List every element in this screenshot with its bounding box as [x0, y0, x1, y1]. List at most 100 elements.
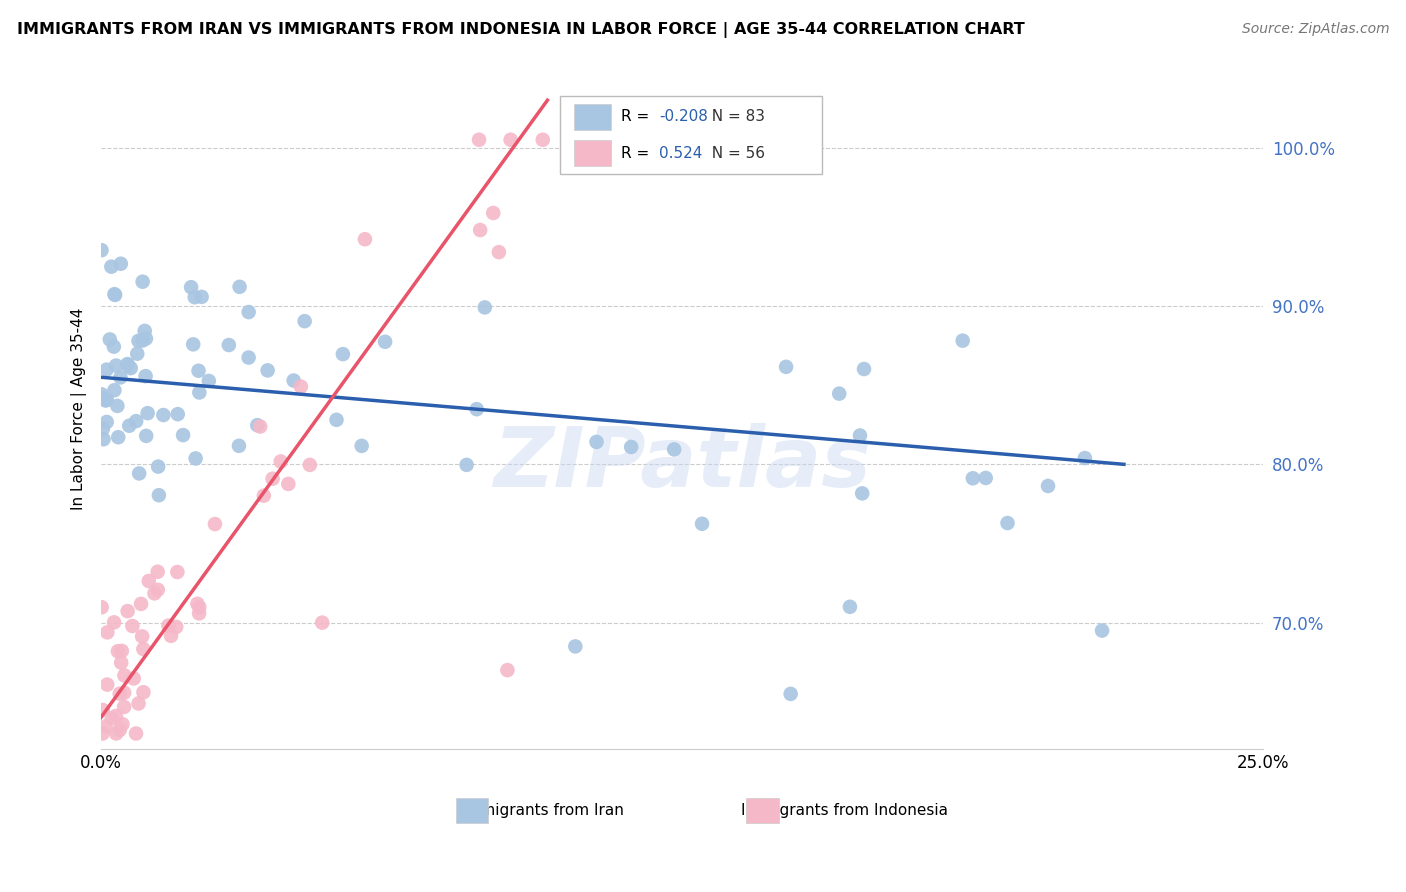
Point	[1091, 624, 1114, 638]
Point	[246, 418, 269, 433]
Point	[374, 334, 396, 349]
Point	[117, 358, 139, 372]
Point	[775, 359, 797, 374]
Text: N = 56: N = 56	[702, 145, 765, 161]
Point	[121, 619, 143, 633]
Bar	[574, 104, 612, 130]
Point	[131, 334, 153, 348]
Point	[482, 206, 505, 220]
Point	[100, 711, 122, 725]
Text: Immigrants from Indonesia: Immigrants from Indonesia	[741, 803, 949, 818]
Point	[138, 574, 160, 588]
Point	[188, 607, 211, 621]
Point	[294, 314, 316, 328]
Bar	[574, 140, 612, 166]
Point	[238, 305, 260, 319]
Point	[135, 332, 157, 346]
Point	[131, 629, 153, 643]
Point	[107, 644, 129, 658]
Point	[96, 625, 118, 640]
Point	[204, 516, 226, 531]
Point	[166, 407, 188, 421]
Point	[157, 618, 180, 632]
Point	[838, 599, 860, 614]
Point	[125, 414, 148, 428]
Point	[474, 301, 496, 315]
Point	[456, 458, 478, 472]
Point	[354, 232, 377, 246]
Point	[132, 642, 155, 657]
Point	[238, 351, 260, 365]
Point	[852, 362, 875, 376]
Point	[197, 374, 219, 388]
Point	[146, 582, 169, 597]
Point	[952, 334, 974, 348]
Point	[96, 677, 118, 691]
Point	[135, 369, 157, 384]
Point	[131, 275, 153, 289]
Point	[103, 615, 125, 630]
Point	[125, 726, 148, 740]
Y-axis label: In Labor Force | Age 35-44: In Labor Force | Age 35-44	[72, 308, 87, 510]
Text: R =: R =	[620, 110, 654, 125]
Text: Source: ZipAtlas.com: Source: ZipAtlas.com	[1241, 22, 1389, 37]
Point	[465, 402, 488, 417]
Point	[129, 597, 152, 611]
Text: N = 83: N = 83	[702, 110, 765, 125]
Point	[350, 439, 373, 453]
Point	[160, 629, 183, 643]
Point	[120, 361, 142, 376]
Point	[165, 620, 187, 634]
Point	[849, 428, 872, 442]
Point	[256, 363, 278, 377]
Point	[90, 387, 112, 401]
Point	[152, 408, 174, 422]
Text: R =: R =	[620, 145, 658, 161]
Point	[91, 422, 114, 436]
Point	[110, 656, 132, 670]
Point	[166, 565, 188, 579]
Point	[218, 338, 240, 352]
Point	[531, 133, 554, 147]
Point	[127, 334, 149, 348]
Point	[496, 663, 519, 677]
Point	[585, 434, 607, 449]
Point	[662, 442, 685, 457]
Point	[96, 415, 118, 429]
Point	[108, 687, 131, 701]
Point	[112, 668, 135, 682]
Point	[188, 600, 211, 615]
Point	[851, 486, 873, 500]
Point	[146, 565, 169, 579]
Point	[468, 133, 491, 147]
Point	[997, 516, 1019, 530]
Point	[564, 640, 586, 654]
Point	[122, 672, 145, 686]
Point	[117, 357, 139, 371]
Point	[100, 260, 122, 274]
Point	[110, 370, 132, 384]
Point	[270, 454, 292, 468]
Point	[488, 245, 510, 260]
Point	[828, 386, 851, 401]
Point	[111, 644, 134, 658]
Point	[93, 391, 115, 405]
Point	[188, 385, 211, 400]
Text: -0.208: -0.208	[659, 110, 707, 125]
Point	[690, 516, 713, 531]
Point	[103, 287, 125, 301]
Point	[499, 133, 522, 147]
Point	[186, 597, 208, 611]
Point	[104, 709, 127, 723]
Point	[135, 429, 157, 443]
Point	[190, 290, 212, 304]
Point	[91, 726, 114, 740]
FancyBboxPatch shape	[560, 95, 821, 174]
Point	[98, 333, 121, 347]
Text: ZIPatlas: ZIPatlas	[494, 423, 872, 504]
Point	[311, 615, 333, 630]
Point	[128, 697, 150, 711]
Point	[148, 488, 170, 502]
Point	[110, 257, 132, 271]
Point	[184, 451, 207, 466]
